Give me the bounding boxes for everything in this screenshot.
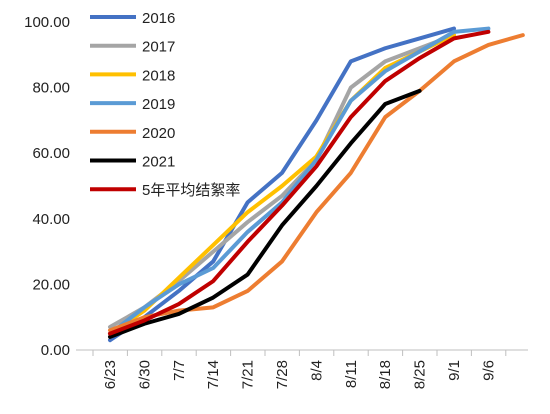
x-tick-label: 6/23 <box>102 360 119 389</box>
x-tick-label: 7/28 <box>274 360 291 389</box>
x-tick-label: 8/4 <box>308 360 325 381</box>
legend-label: 2021 <box>142 154 175 171</box>
x-tick-label: 7/14 <box>205 360 222 389</box>
x-tick-label: 8/25 <box>412 360 429 389</box>
y-tick-label: 100.00 <box>24 14 70 31</box>
y-tick-label: 80.00 <box>32 80 70 97</box>
x-tick-label: 8/18 <box>377 360 394 389</box>
series-line <box>108 33 525 333</box>
x-tick-label: 8/11 <box>343 360 360 388</box>
series-line <box>108 88 422 339</box>
series-line <box>108 26 491 336</box>
y-tick-label: 20.00 <box>32 276 70 293</box>
legend-label: 5年平均结絮率 <box>142 182 240 199</box>
x-tick-label: 6/30 <box>136 360 153 389</box>
legend-label: 2019 <box>142 96 175 113</box>
series-lines <box>108 26 525 343</box>
x-tick-label: 9/1 <box>446 360 463 381</box>
y-tick-label: 0.00 <box>41 342 70 359</box>
axes: 0.00 20.00 40.00 60.00 80.00 100.00 6/23 6/30 7/… <box>24 14 528 389</box>
legend: 2016 2017 2018 2019 2020 2021 5年平均结絮率 <box>90 10 240 199</box>
x-tick-label: 7/21 <box>240 360 257 389</box>
y-tick-label: 60.00 <box>32 145 70 162</box>
series-line <box>108 26 456 343</box>
legend-label: 2016 <box>142 10 175 27</box>
legend-label: 2020 <box>142 125 175 142</box>
x-tick-label: 7/7 <box>171 360 188 381</box>
series-line <box>108 29 491 336</box>
x-tick-label: 9/6 <box>480 360 497 381</box>
y-tick-label: 40.00 <box>32 211 70 228</box>
legend-label: 2017 <box>142 39 175 56</box>
legend-label: 2018 <box>142 67 175 84</box>
